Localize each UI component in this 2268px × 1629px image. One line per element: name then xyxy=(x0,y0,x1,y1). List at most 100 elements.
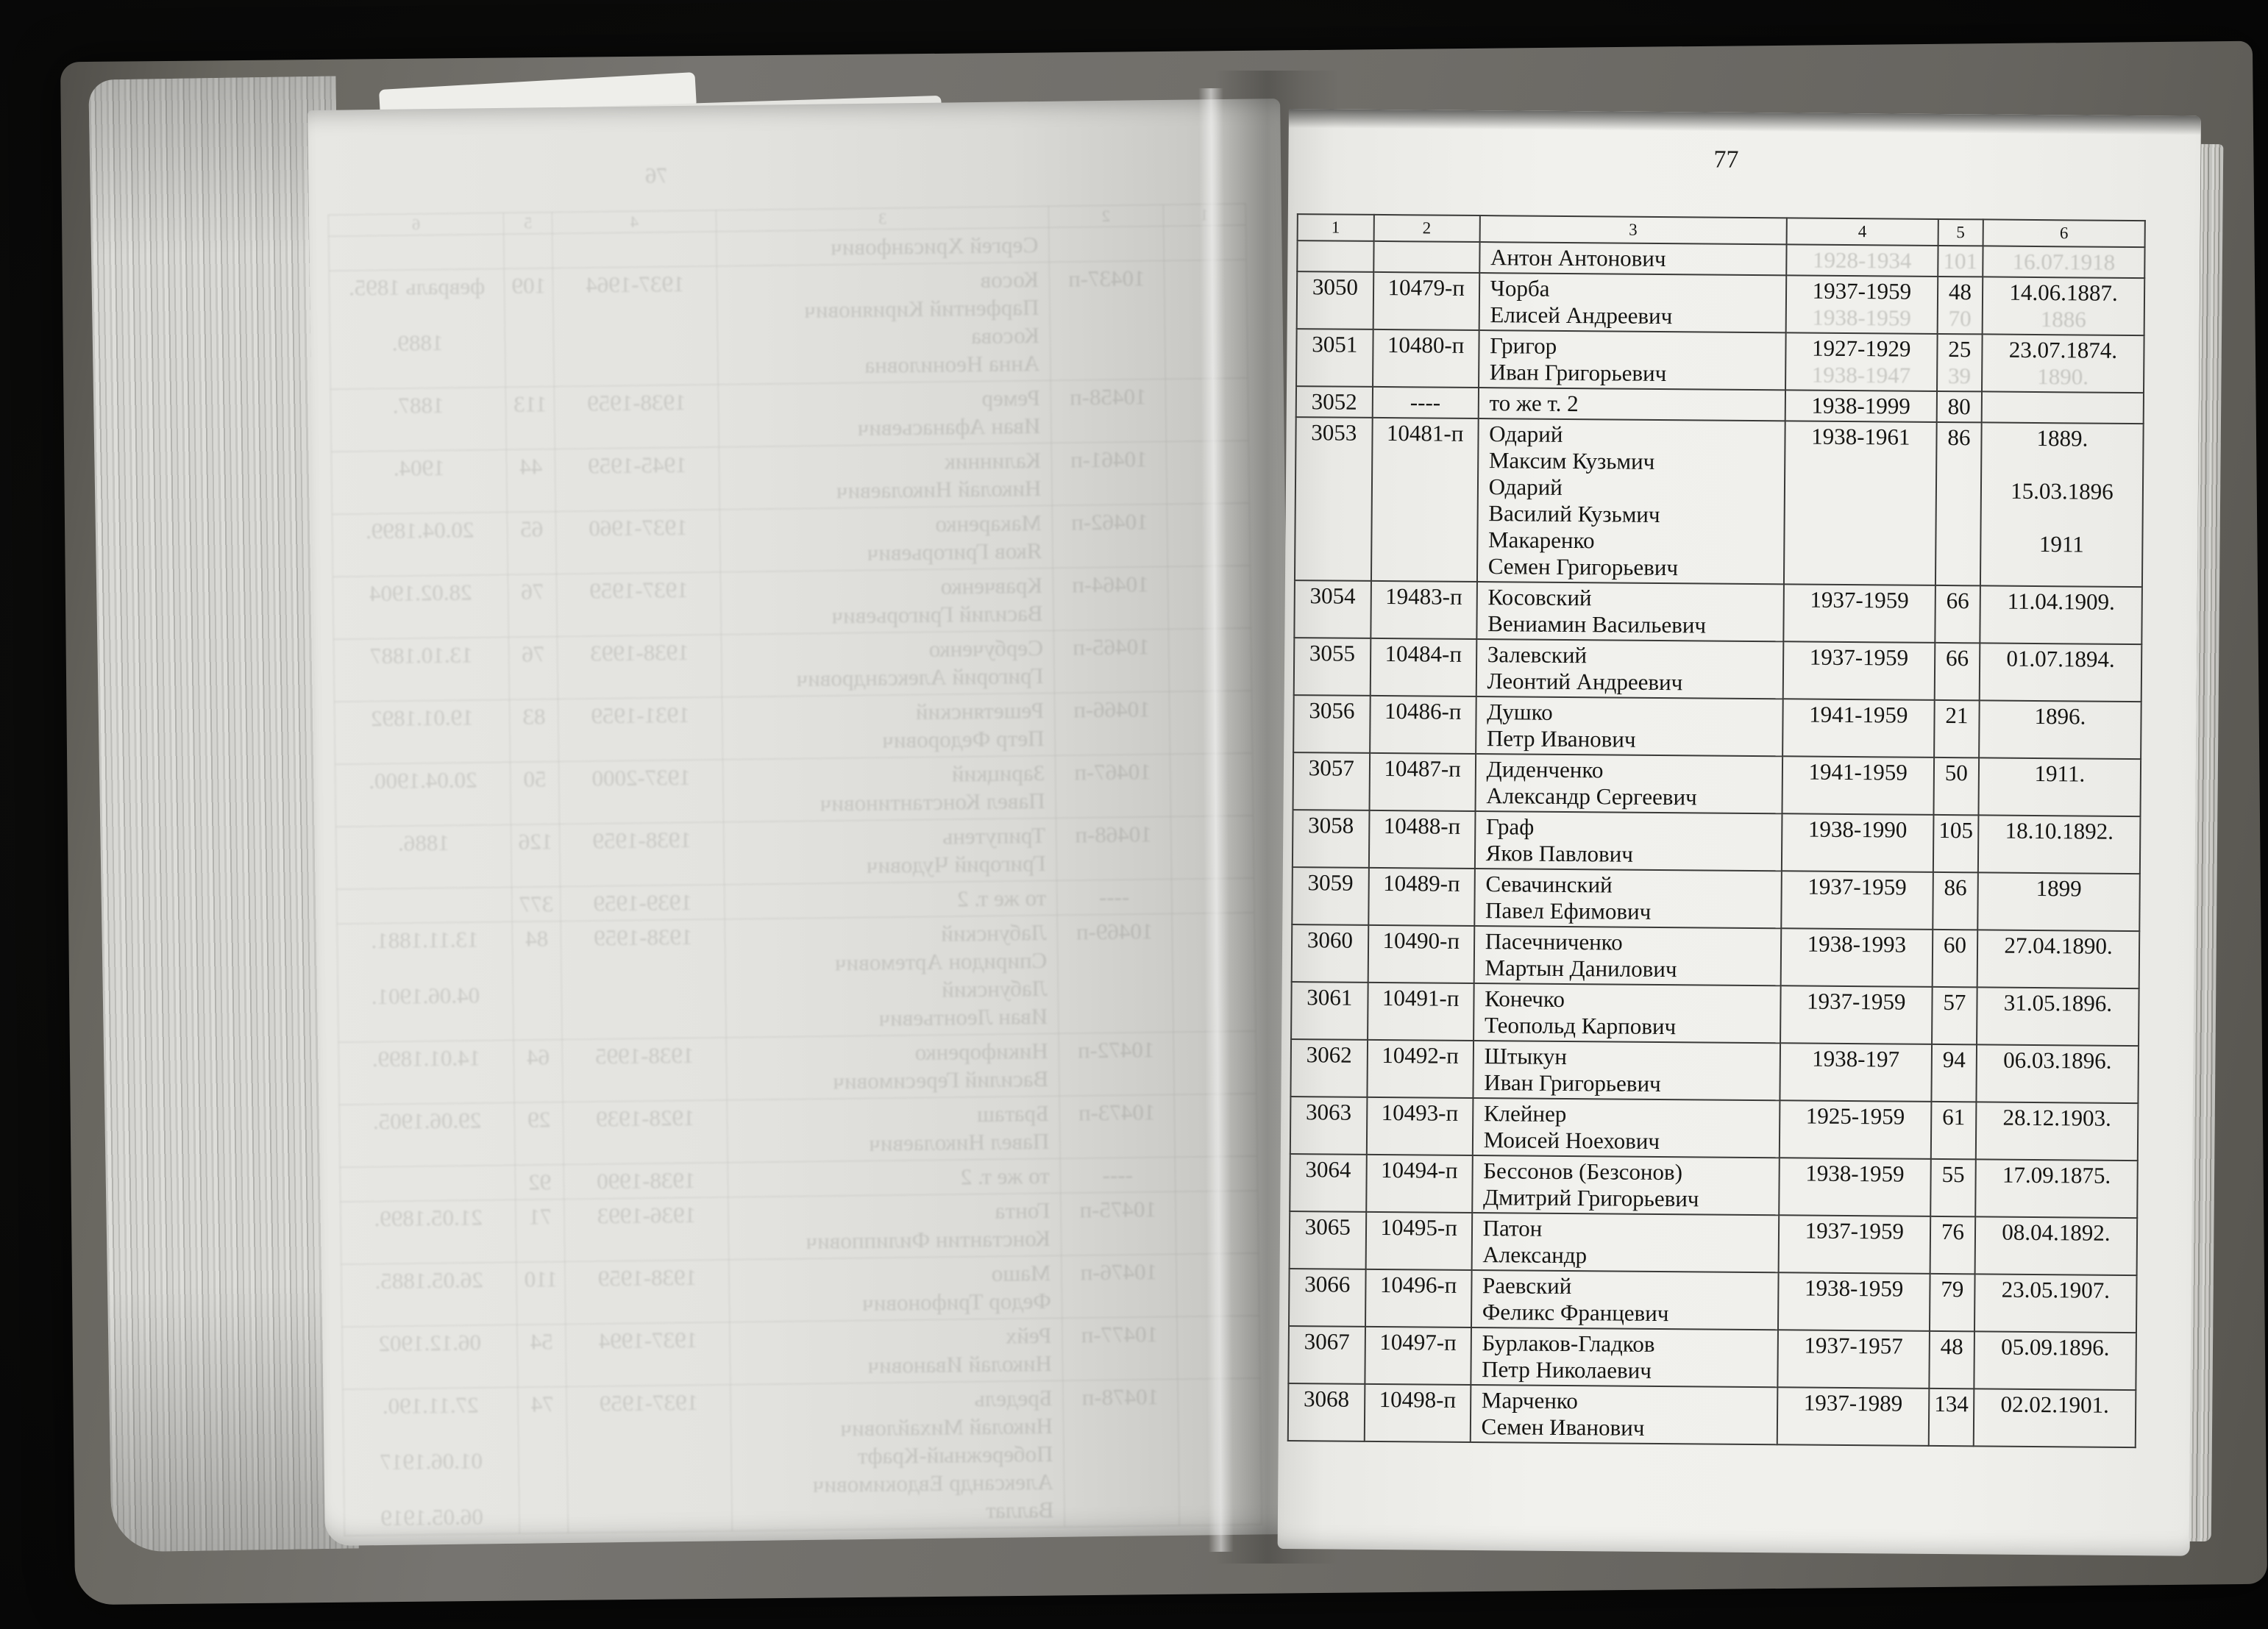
years-cell: 1938-1961 xyxy=(1783,421,1937,585)
cell-text: Побережный-Крафт xyxy=(857,1440,1053,1469)
cell-text: Бессонов (Безсонов) xyxy=(1483,1158,1683,1186)
file-number-cell: 10472-п xyxy=(1058,1032,1174,1097)
cell-text: 10462-п xyxy=(1070,508,1148,535)
birth-date-cell: 05.09.1896. xyxy=(1974,1331,2136,1391)
file-number-cell: 10469-п xyxy=(1056,913,1173,1034)
file-number-cell: 10496-п xyxy=(1365,1269,1472,1327)
birth-date-cell: 1889. 15.03.1896 1911 xyxy=(1980,422,2144,588)
cell-text: 10484-п xyxy=(1384,641,1462,667)
sheets-cell: 50 xyxy=(1933,757,1980,816)
table-row: 3058 10488-п Граф Яков Павлович 1938-1990 105… xyxy=(1292,810,2141,874)
case-number-cell xyxy=(1297,240,1374,272)
cell-text: Теопольд Карпович xyxy=(1484,1012,1677,1040)
name-cell: Косовский Вениамин Васильевич xyxy=(1476,582,1784,642)
cell-text: Иван Григорьевич xyxy=(1484,1069,1661,1097)
birth-date-cell: 21.05.1899. xyxy=(340,1200,516,1265)
table-row: 10458-п Ремер Иван Афанасьевич 1938-1959 113… xyxy=(330,378,1249,452)
cell-text: 10481-п xyxy=(1386,420,1464,446)
records-table-page-77: 1 2 3 4 5 6 Антон Антонович 1928-1934 101 16.07.1… xyxy=(1287,213,2146,1448)
cell-text: Клейнер xyxy=(1483,1100,1567,1127)
cell-text: 13.11.1881. xyxy=(371,926,479,954)
years-cell: 1937-1994 xyxy=(566,1322,731,1387)
cell-text: 10473-п xyxy=(1078,1099,1156,1126)
file-number-cell: 10484-п xyxy=(1370,638,1477,697)
years-cell: 1937-1960 xyxy=(555,509,721,574)
cell-text: Моисей Ноехович xyxy=(1483,1127,1660,1155)
years-cell: 1938-1959 xyxy=(559,821,725,887)
years-cell: 1939-1959 xyxy=(560,884,725,922)
table-row: 3065 10495-п Патон Александр 1937-1959 76 08.0… xyxy=(1289,1211,2138,1276)
cell-text: 377 xyxy=(519,891,554,917)
cell-text: 25 xyxy=(1948,336,1972,363)
cell-text: 80 xyxy=(1947,393,1971,420)
cell-text xyxy=(346,1294,513,1324)
file-number-cell: ---- xyxy=(1060,1157,1176,1194)
name-cell: Гонта Константин Филиппович xyxy=(728,1193,1062,1260)
cell-text: Граф xyxy=(1485,813,1535,840)
birth-date-cell: 13.11.1881. 04.06.1901. xyxy=(337,922,514,1043)
sheets-cell: 105 xyxy=(1933,814,1979,873)
name-cell: Никифоренко Василий Гересимович xyxy=(726,1033,1059,1100)
cell-text: 1925-1959 xyxy=(1805,1102,1905,1130)
cell-text xyxy=(1984,504,2139,532)
name-cell: Косов Парфентий Кириянович Косова Анна Неон… xyxy=(717,262,1051,385)
cell-text: 76 xyxy=(522,641,545,667)
cell-text: то же т. 2 xyxy=(960,1162,1051,1190)
cell-text xyxy=(347,1356,513,1386)
case-number-cell: 3060 xyxy=(1291,924,1368,983)
sheets-cell: 29 xyxy=(514,1102,564,1166)
file-number-cell: 10497-п xyxy=(1365,1326,1471,1385)
cell-text: Павел Константинович xyxy=(820,787,1045,816)
cell-text xyxy=(335,418,502,449)
cell-text: 1937-2000 xyxy=(591,763,691,791)
cell-text: Спиридон Артемович xyxy=(834,947,1048,976)
cell-text: Анна Неониловна xyxy=(864,350,1040,378)
ghost-page-number: 76 xyxy=(645,163,668,188)
bleedthrough-text: 1890. xyxy=(2037,363,2089,390)
cell-text: 1931-1959 xyxy=(591,701,690,729)
cell-text: 1938-1959 xyxy=(592,826,692,854)
name-cell: Браташ Павел Николаевич xyxy=(727,1096,1061,1163)
cell-text: 1911 xyxy=(2038,531,2084,557)
cell-text: 1889. xyxy=(2036,424,2089,452)
name-cell: Клейнер Моисей Ноехович xyxy=(1472,1098,1780,1158)
cell-text: 19483-п xyxy=(1385,583,1462,610)
cell-text: Бредель xyxy=(974,1384,1053,1412)
cell-text: то же т. 2 xyxy=(956,884,1047,912)
cell-text: 3051 xyxy=(1312,331,1358,357)
birth-date-cell: 1886. xyxy=(335,824,512,890)
cell-text: Иван Афанасьевич xyxy=(857,413,1041,441)
cell-text: 1938-1959 xyxy=(587,388,686,416)
case-number-cell: 3058 xyxy=(1292,810,1370,868)
years-cell: 1925-1959 xyxy=(1779,1100,1932,1159)
sheets-cell: 76 xyxy=(508,574,558,638)
name-cell: Бредель Николай Михайлович Побережный-Краф… xyxy=(730,1380,1065,1531)
cell-text: 1936-1993 xyxy=(597,1201,697,1229)
cell-text: 10437-п xyxy=(1067,265,1145,292)
cell-text: 01.06.1917 xyxy=(380,1447,483,1475)
cell-text: 1937-1964 xyxy=(586,270,685,298)
file-number-cell: 10473-п xyxy=(1059,1094,1175,1159)
name-cell: Сергей Хрисанфович xyxy=(717,227,1050,266)
table-row: 10478-п Бредель Николай Михайлович Побережн… xyxy=(342,1377,1262,1536)
table-row: 10461-п Калинник Николай Николаевич 1945-19… xyxy=(331,441,1250,515)
sheets-cell: 101 xyxy=(1938,245,1983,277)
cell-text: 10475-п xyxy=(1079,1196,1157,1223)
case-number-cell: 3064 xyxy=(1290,1154,1367,1212)
column-header: 1 xyxy=(1297,214,1374,241)
cell-text: Машо xyxy=(991,1259,1051,1286)
cell-text xyxy=(334,300,500,330)
cell-text: Кравченко xyxy=(940,571,1043,599)
sheets-cell: 66 xyxy=(1934,642,1980,701)
cell-text: 05.09.1896. xyxy=(2001,1333,2110,1361)
cell-text: 10495-п xyxy=(1380,1214,1458,1241)
cell-text: 10461-п xyxy=(1070,446,1148,473)
years-cell: 1945-1959 xyxy=(555,446,720,512)
cell-text: 10479-п xyxy=(1387,274,1465,301)
cell-text: 48 xyxy=(1948,279,1972,305)
sheets-cell: 84 xyxy=(512,921,563,1041)
years-cell: 1928-1934 xyxy=(1785,244,1938,277)
left-page: 76 123456Сергей Хрисанфович10437-пКосовП… xyxy=(308,98,1298,1547)
case-number-cell: 3065 xyxy=(1289,1211,1366,1269)
cell-text: 92 xyxy=(527,1169,552,1195)
